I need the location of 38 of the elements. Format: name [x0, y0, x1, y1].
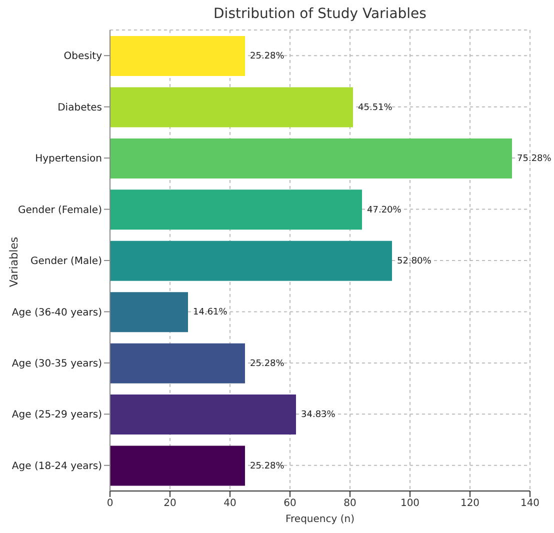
chart-title: Distribution of Study Variables: [212, 6, 428, 22]
annotation: 34.83%: [301, 410, 336, 420]
y-tick-label: Hypertension: [35, 154, 102, 165]
annotation: 45.51%: [358, 102, 393, 113]
annotation: 47.20%: [367, 205, 402, 216]
bar: [110, 446, 245, 486]
y-tick-label: Obesity: [64, 51, 102, 62]
bar: [110, 36, 245, 76]
annotation: 25.28%: [250, 358, 285, 369]
x-tick-label: 140: [520, 498, 540, 510]
x-tick-label: 60: [284, 498, 296, 510]
y-tick-label: Gender (Male): [30, 256, 102, 268]
bar: [110, 343, 245, 384]
bar: [110, 87, 353, 128]
bar: [110, 292, 188, 332]
y-tick-label: Diabetes: [58, 102, 102, 114]
y-axis-title: Variables: [8, 236, 20, 288]
y-tick-label: Age (25-29 years): [12, 410, 102, 421]
x-axis-title: Frequency (n): [284, 514, 356, 525]
annotation: 25.28%: [250, 461, 285, 472]
bar: [110, 240, 392, 281]
x-tick-label: 20: [164, 498, 176, 510]
y-tick-label: Age (18-24 years): [12, 460, 102, 472]
annotation: 14.61%: [193, 308, 228, 318]
y-tick-label: Gender (Female): [18, 204, 102, 216]
y-tick-label: Age (36-40 years): [12, 307, 102, 318]
annotation: 25.28%: [250, 52, 285, 62]
annotation: 52.80%: [397, 256, 432, 266]
x-tick-label: 120: [460, 498, 480, 510]
y-tick-label: Age (30-35 years): [12, 358, 102, 370]
x-tick-label: 80: [344, 498, 356, 510]
bar: [110, 138, 512, 178]
x-tick-label: 100: [400, 498, 420, 510]
bar: [110, 190, 362, 230]
bar: [110, 394, 296, 435]
x-tick-label: 0: [106, 498, 114, 510]
annotation: 75.28%: [517, 154, 552, 164]
x-tick-label: 40: [224, 498, 236, 510]
